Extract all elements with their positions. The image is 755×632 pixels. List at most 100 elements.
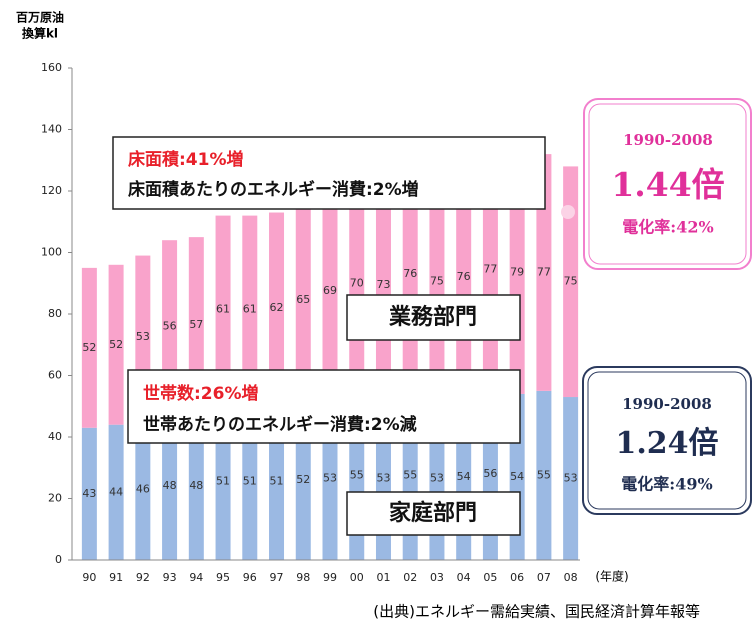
label-box: [346, 294, 521, 341]
x-tick-label: 00: [350, 571, 364, 584]
data-label: 77: [537, 265, 551, 278]
data-label: 75: [430, 275, 444, 288]
data-label: 56: [163, 319, 177, 332]
data-label: 73: [376, 278, 390, 291]
data-label: 51: [216, 475, 230, 488]
x-tick-label: 07: [537, 571, 551, 584]
data-label: 48: [189, 479, 203, 492]
note-text: 世帯数:26%増: [143, 383, 259, 404]
bar-segment: [215, 215, 231, 404]
bar-segment: [295, 200, 311, 401]
bar-segment: [162, 412, 178, 560]
data-label: 54: [457, 470, 471, 483]
y-axis-label: 百万原油: [16, 10, 64, 25]
data-label: 53: [136, 330, 150, 343]
summary-ratio: 1.24倍: [615, 426, 718, 461]
summary-box-inner: [587, 371, 747, 510]
x-tick-label: 02: [403, 571, 417, 584]
data-label: 55: [403, 468, 417, 481]
y-tick-label: 160: [41, 61, 62, 74]
data-label: 55: [350, 468, 364, 481]
series-label: 家庭部門: [389, 500, 477, 526]
data-label: 51: [243, 475, 257, 488]
x-tick-label: 94: [189, 571, 203, 584]
x-tick-label: 98: [296, 571, 310, 584]
data-label: 65: [296, 293, 310, 306]
data-label: 54: [510, 470, 524, 483]
summary-period: 1990-2008: [622, 395, 712, 413]
data-label: 53: [323, 472, 337, 485]
bar-segment: [563, 166, 579, 398]
data-label: 79: [510, 265, 524, 278]
x-tick-label: 08: [564, 571, 578, 584]
bar-segment: [242, 215, 258, 404]
bar-segment: [269, 212, 285, 404]
x-tick-label: 90: [82, 571, 96, 584]
label-box: [346, 491, 521, 536]
note-text: 床面積あたりのエネルギー消費:2%増: [128, 179, 419, 200]
data-label: 53: [564, 472, 578, 485]
data-label: 61: [243, 302, 257, 315]
summary-box: [583, 98, 752, 270]
y-tick-label: 100: [41, 246, 62, 259]
data-label: 76: [457, 270, 471, 283]
note-text: 床面積:41%増: [128, 149, 244, 170]
marker: [561, 205, 575, 219]
x-tick-label: 96: [243, 571, 257, 584]
data-label: 43: [82, 487, 96, 500]
bar-segment: [108, 424, 124, 560]
data-label: 55: [537, 468, 551, 481]
data-label: 53: [376, 472, 390, 485]
x-tick-label: 95: [216, 571, 230, 584]
data-label: 76: [403, 267, 417, 280]
data-label: 70: [350, 276, 364, 289]
summary-period: 1990-2008: [623, 131, 713, 149]
data-label: 77: [483, 262, 497, 275]
x-tick-label: 91: [109, 571, 123, 584]
series-label: 業務部門: [389, 304, 477, 330]
summary-box: [582, 366, 752, 515]
bar-segment: [188, 237, 204, 413]
data-label: 51: [270, 475, 284, 488]
x-tick-label: 92: [136, 571, 150, 584]
x-tick-label: 03: [430, 571, 444, 584]
y-tick-label: 0: [55, 553, 62, 566]
y-tick-label: 40: [48, 430, 62, 443]
y-tick-label: 140: [41, 123, 62, 136]
annotations: 床面積:41%増 床面積あたりのエネルギー消費:2%増 業務部門 世帯数:26%…: [112, 98, 752, 536]
x-tick-label: 01: [376, 571, 390, 584]
data-label: 69: [323, 284, 337, 297]
bar-segment: [81, 427, 97, 560]
data-label: 62: [270, 301, 284, 314]
note-text: 世帯あたりのエネルギー消費:2%減: [143, 414, 417, 435]
note-box: [127, 369, 521, 444]
x-tick-label: 04: [457, 571, 471, 584]
bar-segment: [536, 390, 552, 560]
data-label: 52: [109, 338, 123, 351]
summary-electrification: 電化率:49%: [621, 475, 712, 494]
y-tick-label: 20: [48, 492, 62, 505]
data-label: 75: [564, 275, 578, 288]
bar-segment: [563, 397, 579, 560]
summary-box-inner: [588, 103, 747, 265]
bar-segment: [322, 184, 338, 398]
data-label: 48: [163, 479, 177, 492]
bar-segment: [108, 264, 124, 425]
bar-segment: [536, 154, 552, 391]
data-label: 52: [296, 473, 310, 486]
x-tick-label: 97: [270, 571, 284, 584]
x-tick-label: 06: [510, 571, 524, 584]
y-tick-label: 120: [41, 184, 62, 197]
bar-segment: [135, 418, 151, 560]
summary-ratio: 1.44倍: [611, 165, 724, 204]
bar-segment: [81, 267, 97, 428]
data-label: 46: [136, 482, 150, 495]
data-label: 53: [430, 472, 444, 485]
y-tick-label: 80: [48, 307, 62, 320]
data-label: 61: [216, 302, 230, 315]
x-tick-label: 93: [163, 571, 177, 584]
x-tick-label: 05: [483, 571, 497, 584]
data-label: 57: [189, 318, 203, 331]
data-label: 52: [82, 341, 96, 354]
